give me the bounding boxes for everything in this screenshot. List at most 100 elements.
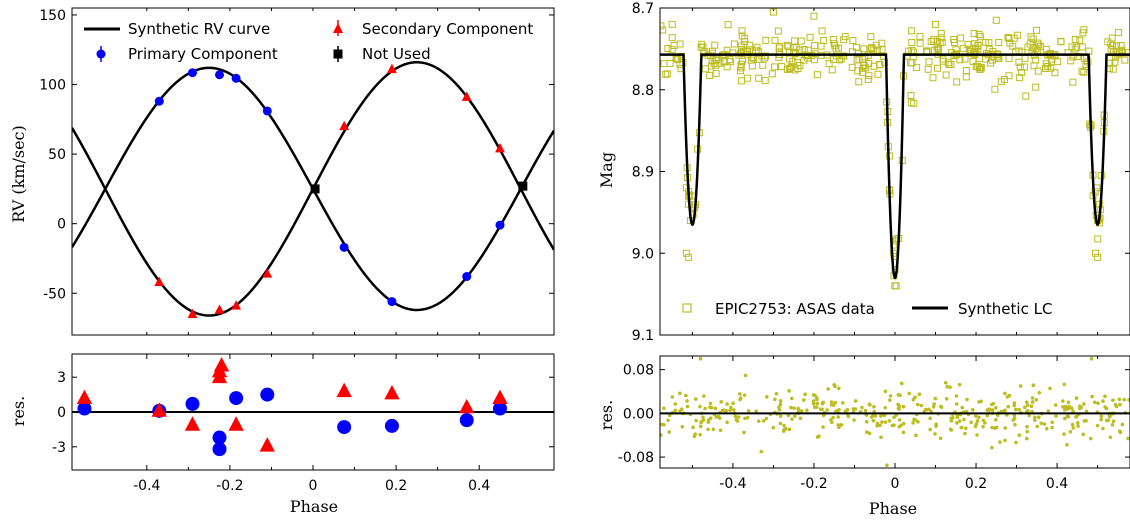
lc-res-point: [732, 408, 736, 412]
lc-res-point: [719, 400, 724, 404]
lc-asas-point: [1021, 63, 1029, 71]
lc-res-point: [811, 401, 816, 406]
lc-asas-point: [975, 30, 983, 38]
legend-not-used-label: Not Used: [362, 45, 431, 63]
rv-res-xtick-label: -0.4: [133, 478, 160, 494]
lc-asas-point: [832, 52, 840, 60]
lc-asas-point: [908, 27, 916, 35]
lc-res-point: [771, 425, 776, 430]
lc-asas-point: [1073, 43, 1081, 51]
lc-res-point: [829, 402, 834, 407]
lc-asas-point: [859, 64, 867, 72]
lc-asas-point: [962, 73, 970, 81]
rv-res-secondary-point: [459, 398, 475, 414]
lc-asas-point: [684, 253, 692, 261]
lc-asas-point: [668, 46, 676, 54]
lc-asas-point: [1068, 43, 1076, 51]
lc-res-point: [685, 404, 690, 409]
rv-res-secondary-point: [211, 362, 228, 378]
lc-res-point: [985, 413, 990, 418]
lc-asas-point: [729, 49, 737, 57]
lc-res-point: [756, 419, 761, 423]
lc-res-point: [738, 397, 742, 402]
lc-res-point: [736, 415, 741, 419]
lc-res-point: [720, 408, 725, 413]
lc-asas-point: [1022, 92, 1030, 100]
lc-res-point: [754, 409, 759, 414]
lc-asas-point: [1104, 38, 1112, 46]
rv-res-primary-point: [185, 396, 200, 411]
lc-asas-point: [753, 43, 761, 51]
lc-asas-point: [660, 22, 665, 30]
lc-asas-point: [762, 36, 770, 44]
lc-frame: [659, 7, 1130, 336]
lc-res-point: [999, 409, 1004, 414]
rv-not-used-point: [310, 184, 320, 194]
lc-res-point: [954, 402, 959, 406]
lc-asas-point: [970, 49, 978, 57]
lc-res-point: [1025, 429, 1030, 434]
lc-res-point: [1030, 400, 1035, 404]
lc-res-point: [1003, 408, 1007, 413]
lc-res-point: [698, 356, 703, 361]
lc-asas-point: [867, 33, 875, 41]
rv-primary-point: [495, 220, 505, 230]
lc-res-point: [965, 397, 969, 402]
lc-res-point: [1063, 416, 1067, 421]
lc-res-point: [1034, 397, 1039, 402]
lc-res-point: [1029, 404, 1034, 409]
lc-res-point: [1053, 403, 1058, 407]
lc-asas-point: [907, 92, 915, 100]
lc-res-point: [718, 416, 722, 420]
lc-ytick-label: 9.0: [632, 246, 654, 262]
lc-res-point: [1122, 397, 1127, 402]
lc-asas-point: [1015, 58, 1023, 66]
lc-asas-point: [855, 78, 863, 86]
lc-res-point: [734, 418, 739, 422]
lc-asas-point: [660, 60, 668, 68]
lc-res-point: [836, 415, 840, 419]
lc-res-point: [812, 405, 817, 410]
lc-asas-point: [937, 29, 945, 37]
rv-legend: Synthetic RV curve Primary Component Sec…: [84, 20, 533, 63]
rv-secondary-point: [231, 300, 242, 310]
lc-asas-point: [737, 60, 745, 68]
lc-res-point: [764, 416, 769, 421]
lc-res-point: [1089, 356, 1094, 361]
lc-res-point: [1024, 436, 1029, 441]
lc-res-point: [1025, 424, 1029, 429]
lc-res-point: [899, 381, 904, 386]
rv-res-primary-point: [260, 387, 275, 402]
rv-res-frame: [71, 353, 555, 471]
lc-res-point: [878, 423, 882, 428]
lc-res-xtick-label: -0.4: [719, 476, 746, 492]
lc-res-point: [742, 430, 746, 435]
lc-asas-point: [1076, 36, 1084, 44]
rv-res-x-axis-label: Phase: [290, 497, 338, 516]
lc-res-point: [1108, 435, 1113, 440]
rv-primary-point: [262, 106, 272, 116]
rv-primary-point: [387, 297, 397, 307]
lc-res-point: [811, 399, 816, 403]
lc-asas-point: [712, 56, 720, 64]
lc-asas-point: [761, 77, 769, 85]
lc-asas-point: [825, 60, 833, 68]
lc-res-point: [963, 426, 968, 431]
lc-res-point: [1017, 407, 1021, 412]
lc-res-point: [957, 419, 962, 423]
rv-res-secondary-point: [151, 402, 167, 417]
lc-res-point: [761, 419, 766, 423]
lc-res-point: [938, 436, 943, 441]
lc-res-point: [934, 424, 938, 428]
lc-asas-point: [706, 72, 714, 80]
lc-asas-point: [775, 42, 783, 50]
lc-res-point: [1107, 413, 1112, 418]
lc-res-point: [1074, 415, 1078, 419]
lc-asas-point: [925, 58, 933, 66]
rv-res-primary-point: [384, 418, 399, 433]
lc-asas-point: [907, 99, 915, 107]
lc-res-point: [774, 392, 779, 396]
lc-asas-point: [1021, 54, 1029, 62]
lc-asas-point: [791, 37, 799, 45]
lc-res-point: [694, 418, 698, 423]
